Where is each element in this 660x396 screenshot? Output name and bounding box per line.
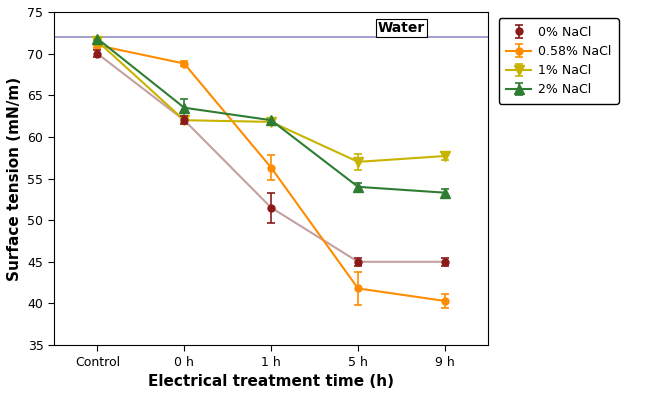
X-axis label: Electrical treatment time (h): Electrical treatment time (h)	[148, 374, 394, 389]
Y-axis label: Surface tension (mN/m): Surface tension (mN/m)	[7, 76, 22, 281]
Text: Water: Water	[378, 21, 425, 35]
Legend: 0% NaCl, 0.58% NaCl, 1% NaCl, 2% NaCl: 0% NaCl, 0.58% NaCl, 1% NaCl, 2% NaCl	[499, 18, 618, 104]
